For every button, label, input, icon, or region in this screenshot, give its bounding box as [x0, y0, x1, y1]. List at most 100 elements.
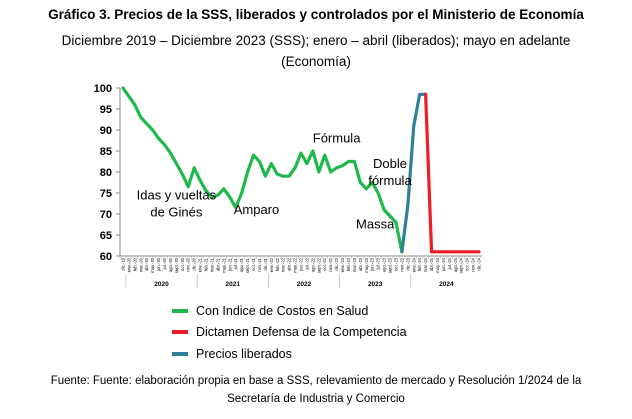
- x-tick-label: abr.-23: [358, 257, 363, 271]
- subtitle-line-2: (Economía): [281, 54, 351, 69]
- x-tick-label: oct.-24: [465, 257, 470, 270]
- y-tick-label: 75: [100, 188, 112, 200]
- chart-annotation-line: Doble: [373, 156, 407, 171]
- legend-label-red: Dictamen Defensa de la Competencia: [196, 325, 407, 340]
- x-tick-label: jun.-21: [227, 257, 232, 271]
- chart-annotation-line: fórmula: [368, 173, 412, 188]
- subtitle-line-1: Diciembre 2019 – Diciembre 2023 (SSS); e…: [61, 33, 571, 48]
- y-tick-label: 80: [100, 167, 112, 179]
- x-tick-label: jun.-23: [370, 257, 375, 271]
- chart-annotation-line: de Ginés: [150, 204, 203, 219]
- x-tick-label: ago.-24: [453, 257, 458, 272]
- chart-subtitle: Diciembre 2019 – Diciembre 2023 (SSS); e…: [20, 30, 612, 72]
- x-tick-label: dic.-20: [192, 257, 197, 270]
- legend-label-green: Con Indice de Costos en Salud: [196, 303, 369, 318]
- chart-annotation-line: Massa: [356, 217, 395, 232]
- y-tick-label: 85: [100, 146, 112, 158]
- chart-legend: Con Indice de Costos en Salud Dictamen D…: [172, 300, 407, 365]
- x-tick-label: jun.-22: [299, 257, 304, 271]
- x-tick-label: feb.-22: [275, 257, 280, 271]
- x-tick-label: jun.-24: [441, 257, 446, 271]
- x-tick-label: ene.-21: [198, 257, 203, 272]
- x-tick-label: jul.-22: [304, 257, 309, 270]
- x-tick-label: feb.-20: [132, 257, 137, 271]
- year-label: 2020: [154, 281, 169, 288]
- x-tick-label: dic.-24: [477, 257, 482, 270]
- chart-annotation-line: Fórmula: [313, 131, 361, 146]
- year-label: 2023: [368, 281, 383, 288]
- x-tick-label: may.-24: [435, 257, 440, 272]
- x-tick-label: may.-21: [221, 257, 226, 272]
- x-tick-label: may.-20: [150, 257, 155, 272]
- chart-title: Gráfico 3. Precios de la SSS, liberados …: [48, 7, 584, 22]
- x-tick-label: sept.-22: [316, 257, 321, 273]
- x-tick-label: nov.-20: [186, 257, 191, 271]
- x-tick-label: ago.-20: [168, 257, 173, 272]
- x-tick-label: nov.-24: [471, 257, 476, 271]
- legend-label-blue: Precios liberados: [196, 346, 292, 361]
- x-tick-label: jul.-20: [162, 257, 167, 270]
- x-tick-label: ago.-22: [310, 257, 315, 272]
- x-tick-label: abr.-22: [287, 257, 292, 271]
- year-label: 2024: [439, 281, 454, 288]
- year-label: 2022: [297, 281, 312, 288]
- chart-area: 100 95 90 85 80 75 70 65 60 dic.-19 ene.-20 feb.-20…: [0, 78, 632, 308]
- x-tick-label: feb.-21: [204, 257, 209, 271]
- legend-swatch-green: [172, 308, 188, 313]
- x-tick-label: oct.-20: [180, 257, 185, 270]
- legend-item-blue: Precios liberados: [172, 343, 407, 365]
- y-tick-label: 70: [100, 209, 112, 221]
- x-tick-label: ene.-22: [269, 257, 274, 272]
- legend-swatch-blue: [172, 351, 188, 356]
- chart-annotation: Massa: [356, 217, 395, 232]
- x-tick-label: dic.-19: [120, 257, 125, 270]
- x-tick-label: nov.-23: [399, 257, 404, 271]
- x-tick-label: ago.-21: [239, 257, 244, 272]
- x-tick-label: mar.-22: [281, 257, 286, 272]
- series-line-2: [424, 92, 481, 254]
- x-tick-label: ene.-23: [340, 257, 345, 272]
- x-tick-label: mar.-23: [352, 257, 357, 272]
- x-tick-label: may.-22: [293, 257, 298, 272]
- legend-item-green: Con Indice de Costos en Salud: [172, 300, 407, 322]
- legend-item-red: Dictamen Defensa de la Competencia: [172, 322, 407, 344]
- x-tick-label: dic.-23: [405, 257, 410, 270]
- x-tick-label: nov.-21: [257, 257, 262, 271]
- x-tick-label: mar.-21: [209, 257, 214, 272]
- source-line-2: Secretaría de Industria y Comercio: [227, 393, 405, 405]
- legend-swatch-red: [172, 330, 188, 335]
- line-chart: 100 95 90 85 80 75 70 65 60 dic.-19 ene.-20 feb.-20…: [94, 83, 482, 288]
- y-tick-label: 65: [100, 230, 112, 242]
- x-tick-label: mar.-24: [423, 257, 428, 272]
- x-tick-label: jul.-21: [233, 257, 238, 270]
- x-tick-label: jul.-24: [447, 257, 452, 270]
- x-tick-label: feb.-23: [346, 257, 351, 271]
- x-tick-label: jun.-20: [156, 257, 161, 271]
- y-tick-label: 60: [100, 251, 112, 263]
- y-tick-label: 95: [100, 104, 112, 116]
- x-tick-label: sept.-24: [459, 257, 464, 273]
- series-line-0: [121, 86, 404, 254]
- x-tick-label: dic.-21: [263, 257, 268, 270]
- x-tick-label: jul.-23: [376, 257, 381, 270]
- y-tick-label: 100: [94, 83, 112, 95]
- x-tick-label: may.-23: [364, 257, 369, 272]
- x-tick-label: feb.-24: [417, 257, 422, 271]
- x-tick-label: nov.-22: [328, 257, 333, 271]
- chart-annotation: Doble fórmula: [368, 156, 412, 188]
- x-tick-label: sept.-21: [245, 257, 250, 273]
- x-tick-label: sept.-23: [388, 257, 393, 273]
- x-tick-label: ene.-20: [126, 257, 131, 272]
- x-tick-label: abr.-20: [144, 257, 149, 271]
- x-tick-label: oct.-23: [393, 257, 398, 270]
- chart-annotation: Fórmula: [313, 131, 361, 146]
- chart-annotation: Idas y vueltas de Ginés: [137, 187, 217, 219]
- x-tick-label: abr.-24: [429, 257, 434, 271]
- x-tick-label: oct.-21: [251, 257, 256, 270]
- x-tick-label: dic.-22: [334, 257, 339, 270]
- chart-annotation-line: Amparo: [234, 202, 280, 217]
- x-tick-label: oct.-22: [322, 257, 327, 270]
- year-label: 2021: [226, 281, 241, 288]
- source-note: Fuente: Fuente: elaboración propia en ba…: [0, 372, 632, 408]
- series-line-1: [400, 92, 428, 254]
